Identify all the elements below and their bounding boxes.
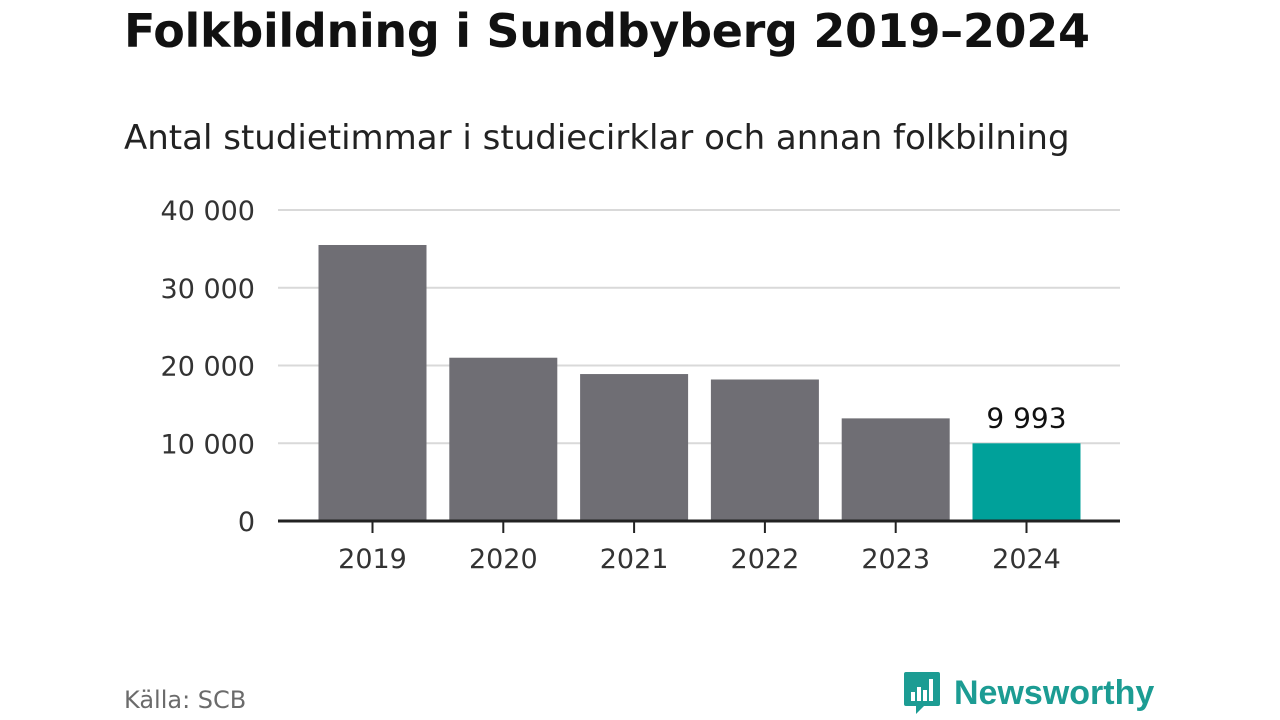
x-tick-label: 2019 bbox=[338, 544, 407, 575]
x-tick-label: 2020 bbox=[469, 544, 538, 575]
bars bbox=[318, 244, 1081, 522]
brand-logo: Newsworthy bbox=[902, 670, 1154, 716]
y-tick-label: 30 000 bbox=[161, 274, 255, 305]
bar-2023 bbox=[841, 418, 950, 521]
x-axis: 2019 2020 2021 2022 2023 2024 bbox=[278, 519, 1120, 575]
x-tick-label: 2024 bbox=[992, 544, 1061, 575]
bar-2024 bbox=[972, 443, 1081, 521]
bar-2019 bbox=[318, 244, 427, 522]
x-tick-label: 2021 bbox=[600, 544, 669, 575]
y-tick-label: 0 bbox=[238, 507, 255, 538]
bar-2020 bbox=[449, 357, 558, 521]
y-tick-label: 40 000 bbox=[161, 196, 255, 227]
bar-chart-speech-bubble-icon bbox=[904, 672, 940, 714]
brand-name: Newsworthy bbox=[954, 673, 1155, 712]
y-tick-label: 20 000 bbox=[161, 352, 255, 383]
chart-subtitle: Antal studietimmar i studiecirklar och a… bbox=[124, 118, 1070, 158]
x-tick-label: 2023 bbox=[861, 544, 930, 575]
x-tick-label: 2022 bbox=[731, 544, 800, 575]
data-label: 9 993 bbox=[986, 401, 1066, 434]
data-labels: 9 993 bbox=[986, 401, 1066, 434]
bar-2022 bbox=[710, 379, 819, 521]
source-note: Källa: SCB bbox=[124, 686, 247, 714]
chart-title: Folkbildning i Sundbyberg 2019–2024 bbox=[124, 4, 1090, 58]
bar-2021 bbox=[580, 374, 689, 521]
y-axis-tick-labels: 0 10 000 20 000 30 000 40 000 bbox=[161, 196, 255, 538]
y-tick-label: 10 000 bbox=[161, 429, 255, 460]
